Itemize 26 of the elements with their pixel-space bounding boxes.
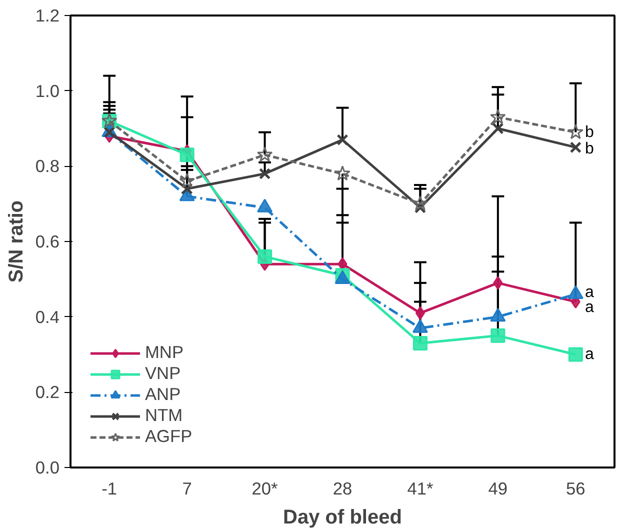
x-tick-label: 41* (407, 478, 434, 498)
x-tick-label: -1 (102, 478, 118, 498)
y-axis-title: S/N ratio (5, 200, 28, 283)
y-tick-label: 1.2 (35, 6, 60, 26)
x-tick-label: 49 (488, 478, 508, 498)
y-tick-label: 0.8 (35, 156, 60, 176)
x-axis-title: Day of bleed (283, 506, 402, 528)
annotation: b (584, 140, 594, 158)
y-tick-label: 0.6 (35, 232, 60, 252)
legend-label: ANP (145, 384, 181, 405)
annotation: a (584, 298, 594, 316)
y-tick-label: 0.4 (35, 306, 60, 327)
x-tick-label: 20* (252, 478, 278, 498)
legend-label: AGFP (145, 426, 192, 447)
legend-label: MNP (145, 342, 184, 363)
x-tick-label: 28 (332, 478, 352, 498)
x-tick-label: 56 (566, 478, 586, 498)
y-tick-label: 0.0 (35, 458, 60, 478)
x-tick-label: 7 (182, 478, 192, 498)
legend-label: NTM (145, 405, 183, 426)
annotation: a (584, 346, 594, 363)
annotation: b (584, 124, 594, 141)
y-tick-label: 1.0 (35, 80, 60, 101)
y-tick-label: 0.2 (35, 382, 60, 402)
annotation: a (584, 284, 594, 301)
legend-label: VNP (145, 363, 181, 384)
